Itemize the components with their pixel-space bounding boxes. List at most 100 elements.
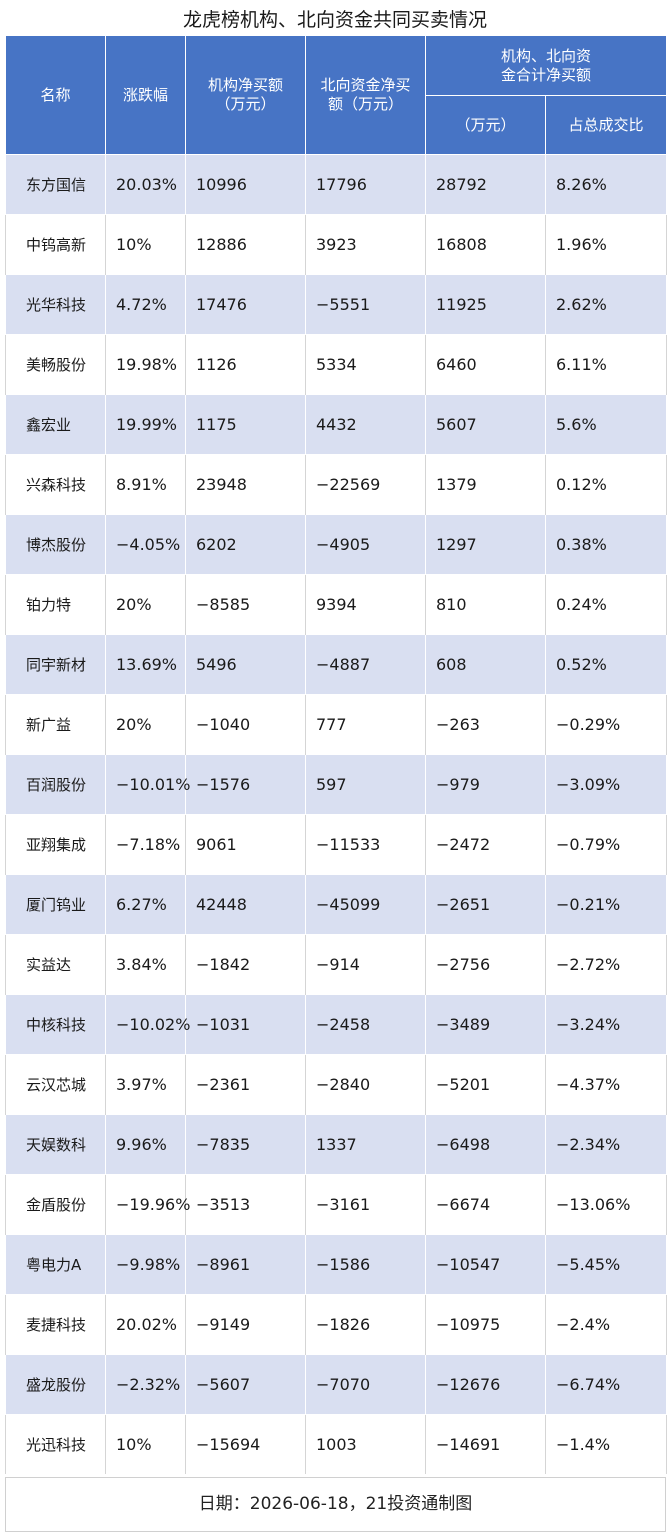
cell-north: 4432 bbox=[305, 394, 426, 455]
cell-change: 19.98% bbox=[105, 334, 186, 395]
cell-change: 9.96% bbox=[105, 1114, 186, 1175]
cell-change: −7.18% bbox=[105, 814, 186, 875]
cell-change: 10% bbox=[105, 1414, 186, 1474]
cell-total: −14691 bbox=[425, 1414, 546, 1474]
cell-ratio: 0.24% bbox=[544, 574, 668, 635]
table-row: 实益达 3.84% −1842 −914 −2756 −2.72% bbox=[5, 934, 668, 995]
cell-ratio: −0.21% bbox=[544, 874, 668, 935]
cell-name: 铂力特 bbox=[5, 574, 106, 635]
cell-ratio: 0.38% bbox=[544, 514, 668, 575]
cell-total: −2651 bbox=[425, 874, 546, 935]
cell-inst: 17476 bbox=[185, 274, 306, 335]
col-header-name: 名称 bbox=[5, 35, 106, 155]
col-header-change: 涨跌幅 bbox=[105, 35, 186, 155]
cell-inst: −3513 bbox=[185, 1174, 306, 1235]
cell-north: −5551 bbox=[305, 274, 426, 335]
cell-inst: −9149 bbox=[185, 1294, 306, 1355]
cell-north: −1826 bbox=[305, 1294, 426, 1355]
cell-ratio: −4.37% bbox=[544, 1054, 668, 1115]
cell-north: 597 bbox=[305, 754, 426, 815]
table-body: 东方国信 20.03% 10996 17796 28792 8.26% 中钨高新 10% 128… bbox=[5, 154, 668, 1474]
cell-total: −6498 bbox=[425, 1114, 546, 1175]
cell-north: 1003 bbox=[305, 1414, 426, 1474]
cell-change: 4.72% bbox=[105, 274, 186, 335]
cell-ratio: 2.62% bbox=[544, 274, 668, 335]
cell-name: 粤电力A bbox=[5, 1234, 106, 1295]
table-row: 云汉芯城 3.97% −2361 −2840 −5201 −4.37% bbox=[5, 1054, 668, 1115]
cell-ratio: −3.24% bbox=[544, 994, 668, 1055]
cell-north: 17796 bbox=[305, 154, 426, 215]
cell-ratio: 5.6% bbox=[544, 394, 668, 455]
cell-name: 天娱数科 bbox=[5, 1114, 106, 1175]
cell-north: −3161 bbox=[305, 1174, 426, 1235]
table-row: 美畅股份 19.98% 1126 5334 6460 6.11% bbox=[5, 334, 668, 395]
cell-total: −3489 bbox=[425, 994, 546, 1055]
cell-inst: −2361 bbox=[185, 1054, 306, 1115]
cell-name: 鑫宏业 bbox=[5, 394, 106, 455]
cell-north: −1586 bbox=[305, 1234, 426, 1295]
cell-north: −4905 bbox=[305, 514, 426, 575]
cell-change: −9.98% bbox=[105, 1234, 186, 1295]
cell-north: −22569 bbox=[305, 454, 426, 515]
cell-inst: 42448 bbox=[185, 874, 306, 935]
cell-change: −19.96% bbox=[105, 1174, 190, 1235]
cell-change: −4.05% bbox=[105, 514, 186, 575]
cell-total: 6460 bbox=[425, 334, 546, 395]
cell-north: −4887 bbox=[305, 634, 426, 695]
cell-inst: −1842 bbox=[185, 934, 306, 995]
cell-total: −979 bbox=[425, 754, 546, 815]
cell-inst: −1040 bbox=[185, 694, 306, 755]
cell-ratio: −2.72% bbox=[544, 934, 668, 995]
cell-ratio: −6.74% bbox=[544, 1354, 668, 1415]
cell-total: −5201 bbox=[425, 1054, 546, 1115]
cell-ratio: 0.52% bbox=[544, 634, 668, 695]
col-header-combined-group-label: 机构、北向资金合计净买额 bbox=[501, 46, 592, 84]
cell-inst: 10996 bbox=[185, 154, 306, 215]
cell-change: 8.91% bbox=[105, 454, 186, 515]
cell-name: 麦捷科技 bbox=[5, 1294, 106, 1355]
cell-total: 810 bbox=[425, 574, 546, 635]
cell-total: −2472 bbox=[425, 814, 546, 875]
cell-total: −10547 bbox=[425, 1234, 546, 1295]
cell-name: 新广益 bbox=[5, 694, 106, 755]
cell-change: 13.69% bbox=[105, 634, 186, 695]
table-row: 光华科技 4.72% 17476 −5551 11925 2.62% bbox=[5, 274, 668, 335]
cell-name: 同宇新材 bbox=[5, 634, 106, 695]
cell-change: −10.01% bbox=[105, 754, 190, 815]
cell-name: 兴森科技 bbox=[5, 454, 106, 515]
cell-ratio: 0.12% bbox=[544, 454, 668, 515]
cell-change: 20% bbox=[105, 694, 186, 755]
cell-ratio: −0.79% bbox=[544, 814, 668, 875]
cell-inst: −15694 bbox=[185, 1414, 306, 1474]
cell-north: −914 bbox=[305, 934, 426, 995]
cell-ratio: −1.4% bbox=[544, 1414, 668, 1474]
col-header-north-label: 北向资金净买额（万元） bbox=[320, 76, 411, 113]
cell-change: −2.32% bbox=[105, 1354, 186, 1415]
cell-change: 6.27% bbox=[105, 874, 186, 935]
table-row: 新广益 20% −1040 777 −263 −0.29% bbox=[5, 694, 668, 755]
cell-north: −45099 bbox=[305, 874, 426, 935]
cell-name: 中钨高新 bbox=[5, 214, 106, 275]
cell-north: 5334 bbox=[305, 334, 426, 395]
cell-name: 百润股份 bbox=[5, 754, 106, 815]
table-title: 龙虎榜机构、北向资金共同买卖情况 bbox=[182, 9, 487, 31]
cell-name: 博杰股份 bbox=[5, 514, 106, 575]
cell-north: 1337 bbox=[305, 1114, 426, 1175]
cell-inst: −1576 bbox=[185, 754, 306, 815]
table-row: 亚翔集成 −7.18% 9061 −11533 −2472 −0.79% bbox=[5, 814, 668, 875]
cell-north: −7070 bbox=[305, 1354, 426, 1415]
cell-change: 19.99% bbox=[105, 394, 186, 455]
cell-north: 3923 bbox=[305, 214, 426, 275]
cell-inst: −7835 bbox=[185, 1114, 306, 1175]
cell-inst: 1126 bbox=[185, 334, 306, 395]
cell-change: 20.02% bbox=[105, 1294, 186, 1355]
cell-total: 1297 bbox=[425, 514, 546, 575]
cell-total: −12676 bbox=[425, 1354, 546, 1415]
table-row: 盛龙股份 −2.32% −5607 −7070 −12676 −6.74% bbox=[5, 1354, 668, 1415]
cell-name: 光华科技 bbox=[5, 274, 106, 335]
col-header-north: 北向资金净买额（万元） bbox=[305, 35, 426, 155]
cell-total: 11925 bbox=[425, 274, 546, 335]
cell-north: −2458 bbox=[305, 994, 426, 1055]
col-header-inst-label: 机构净买额（万元） bbox=[207, 76, 283, 113]
cell-change: 20% bbox=[105, 574, 186, 635]
